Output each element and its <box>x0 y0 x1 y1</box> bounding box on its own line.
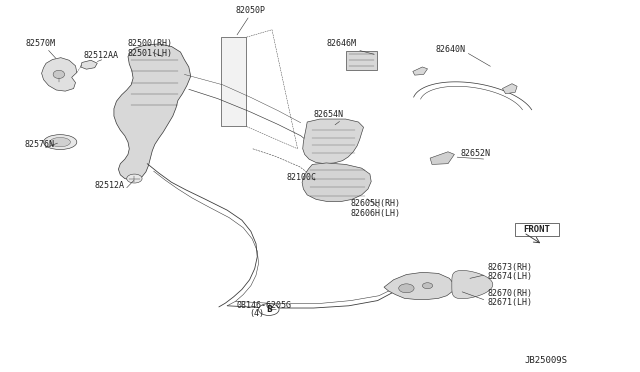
Text: 82606H(LH): 82606H(LH) <box>351 209 401 218</box>
Polygon shape <box>42 58 77 91</box>
Polygon shape <box>384 272 454 299</box>
Polygon shape <box>502 84 517 94</box>
Circle shape <box>259 304 279 315</box>
Ellipse shape <box>53 70 65 78</box>
Text: 82652N: 82652N <box>461 149 491 158</box>
Bar <box>221 37 246 126</box>
Polygon shape <box>303 119 364 164</box>
Text: 82512A: 82512A <box>95 181 125 190</box>
Polygon shape <box>346 51 377 70</box>
Ellipse shape <box>44 135 77 150</box>
Polygon shape <box>430 152 454 164</box>
Text: 82576N: 82576N <box>24 140 54 149</box>
Text: JB25009S: JB25009S <box>525 356 568 365</box>
Text: 82646M: 82646M <box>326 39 356 48</box>
Text: B: B <box>266 305 271 314</box>
Text: FRONT: FRONT <box>524 225 550 234</box>
Circle shape <box>399 284 414 293</box>
Text: 82654N: 82654N <box>314 110 344 119</box>
Text: 82671(LH): 82671(LH) <box>488 298 532 307</box>
Ellipse shape <box>50 138 70 147</box>
Polygon shape <box>114 44 191 180</box>
Text: 82673(RH): 82673(RH) <box>488 263 532 272</box>
Polygon shape <box>302 163 371 202</box>
Text: 82512AA: 82512AA <box>83 51 118 60</box>
Polygon shape <box>81 60 97 69</box>
Polygon shape <box>452 270 493 299</box>
Polygon shape <box>413 67 428 75</box>
FancyBboxPatch shape <box>515 223 559 236</box>
Text: 82100C: 82100C <box>287 173 317 182</box>
Text: 82674(LH): 82674(LH) <box>488 272 532 281</box>
Text: 08146-6205G: 08146-6205G <box>237 301 292 310</box>
Text: (4): (4) <box>250 309 264 318</box>
Text: 82500(RH): 82500(RH) <box>128 39 173 48</box>
Text: 82501(LH): 82501(LH) <box>128 49 173 58</box>
Text: 82605H(RH): 82605H(RH) <box>351 199 401 208</box>
Text: 82570M: 82570M <box>26 39 56 48</box>
Text: 82050P: 82050P <box>236 6 266 15</box>
Text: 82640N: 82640N <box>435 45 465 54</box>
Text: 82670(RH): 82670(RH) <box>488 289 532 298</box>
Circle shape <box>422 283 433 289</box>
Circle shape <box>127 174 142 183</box>
